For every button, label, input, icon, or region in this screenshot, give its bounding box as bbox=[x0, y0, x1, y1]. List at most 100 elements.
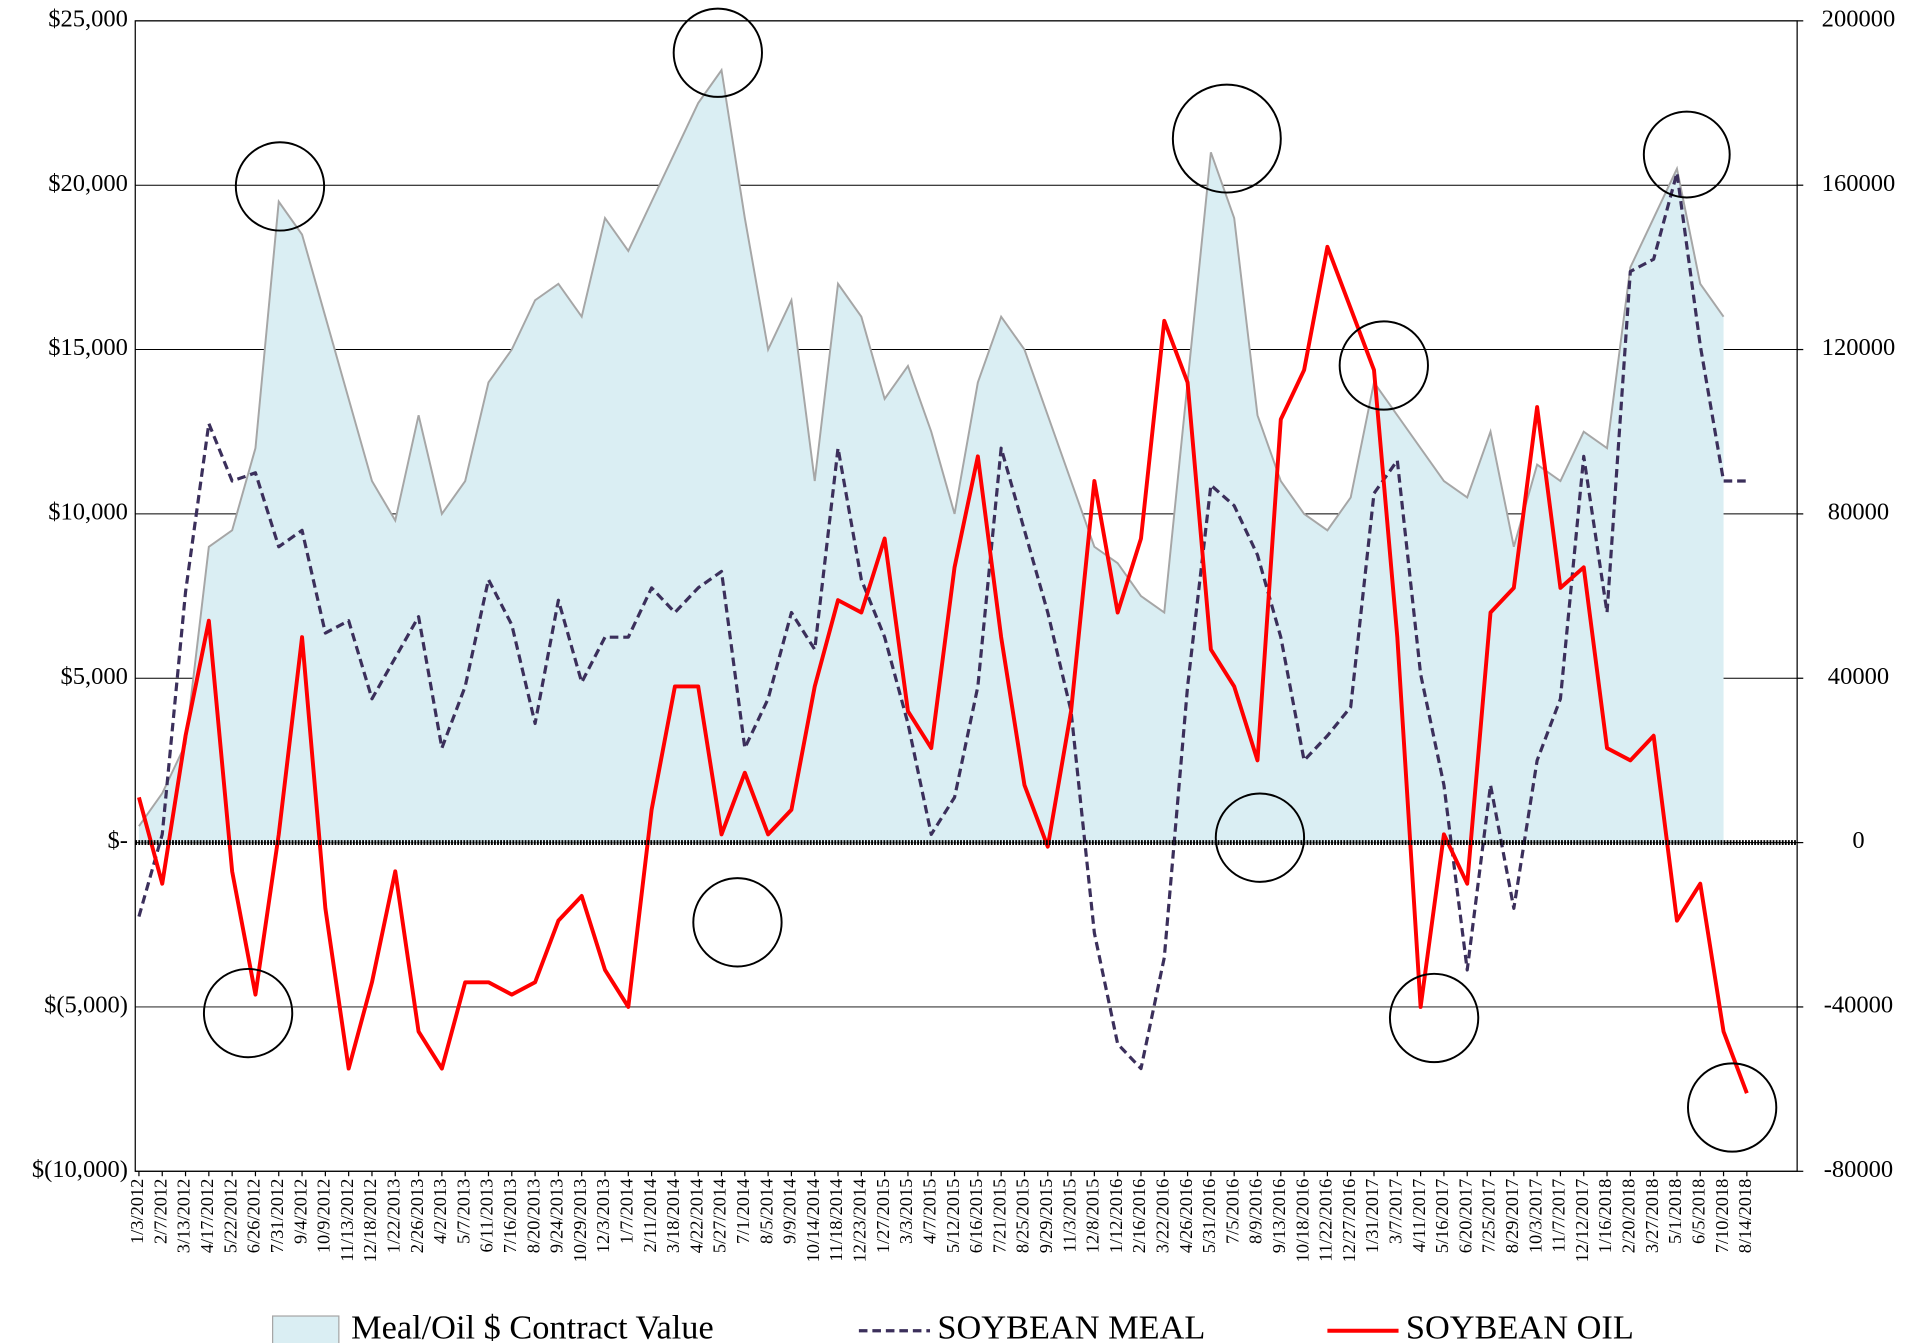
y2-tick-label: 80000 bbox=[1828, 499, 1889, 526]
x-tick-label: 4/7/2015 bbox=[919, 1179, 939, 1244]
x-tick-label: 5/27/2014 bbox=[710, 1179, 730, 1254]
x-tick-label: 1/22/2013 bbox=[383, 1179, 403, 1254]
x-tick-label: 12/12/2017 bbox=[1572, 1179, 1592, 1263]
x-tick-label: 5/12/2015 bbox=[943, 1179, 963, 1254]
x-tick-label: 8/20/2013 bbox=[523, 1179, 543, 1254]
x-tick-label: 11/3/2015 bbox=[1059, 1179, 1079, 1253]
x-tick-label: 7/21/2015 bbox=[989, 1179, 1009, 1254]
annotation-circle bbox=[1338, 320, 1429, 411]
y2-tick-label: 200000 bbox=[1822, 5, 1896, 32]
x-tick-label: 8/14/2018 bbox=[1735, 1179, 1755, 1254]
x-tick-label: 3/27/2018 bbox=[1642, 1179, 1662, 1254]
x-tick-label: 5/7/2013 bbox=[453, 1179, 473, 1244]
annotation-circle bbox=[202, 967, 294, 1059]
x-tick-label: 1/27/2015 bbox=[873, 1179, 893, 1254]
x-tick-label: 6/16/2015 bbox=[966, 1179, 986, 1254]
x-tick-label: 10/14/2014 bbox=[803, 1179, 823, 1263]
x-tick-label: 11/18/2014 bbox=[826, 1179, 846, 1262]
x-tick-label: 4/22/2014 bbox=[686, 1179, 706, 1254]
area bbox=[138, 70, 1724, 843]
x-tick-label: 2/26/2013 bbox=[407, 1179, 427, 1254]
y-tick-label: $5,000 bbox=[60, 663, 127, 690]
y2-tick-label: 160000 bbox=[1822, 170, 1896, 197]
annotation-circle bbox=[234, 141, 326, 232]
y-tick-label: $(5,000) bbox=[44, 992, 128, 1019]
y-tick-label: $(10,000) bbox=[32, 1156, 128, 1183]
y2-tick-label: 40000 bbox=[1828, 663, 1889, 690]
legend-label: Meal/Oil $ Contract Value bbox=[351, 1309, 714, 1343]
x-tick-label: 7/5/2016 bbox=[1222, 1179, 1242, 1244]
x-tick-label: 9/4/2012 bbox=[290, 1179, 310, 1244]
x-tick-label: 9/13/2016 bbox=[1269, 1179, 1289, 1254]
legend-label: SOYBEAN MEAL bbox=[937, 1309, 1205, 1343]
y-tick-label: $25,000 bbox=[48, 5, 128, 32]
y2-tick-label: 0 bbox=[1852, 827, 1864, 854]
annotation-circle bbox=[1388, 972, 1480, 1064]
x-tick-label: 10/3/2017 bbox=[1525, 1179, 1545, 1254]
x-tick-label: 9/24/2013 bbox=[547, 1179, 567, 1254]
x-tick-label: 7/16/2013 bbox=[500, 1179, 520, 1254]
annotation-circle bbox=[692, 877, 783, 968]
legend: Meal/Oil $ Contract Value SOYBEAN MEAL SOY… bbox=[272, 1309, 1634, 1343]
x-tick-label: 9/9/2014 bbox=[780, 1179, 800, 1244]
x-tick-label: 4/11/2017 bbox=[1409, 1179, 1429, 1253]
x-tick-label: 7/31/2012 bbox=[267, 1179, 287, 1254]
x-tick-label: 1/12/2016 bbox=[1106, 1179, 1126, 1254]
series-layer bbox=[137, 67, 1749, 1094]
annotation-circle bbox=[672, 7, 763, 98]
x-tick-label: 8/25/2015 bbox=[1013, 1179, 1033, 1254]
x-tick-label: 7/10/2018 bbox=[1712, 1179, 1732, 1254]
x-tick-label: 3/22/2016 bbox=[1152, 1179, 1172, 1254]
x-tick-label: 4/17/2012 bbox=[197, 1179, 217, 1254]
x-tick-label: 11/7/2017 bbox=[1549, 1179, 1569, 1253]
x-tick-label: 4/26/2016 bbox=[1176, 1179, 1196, 1254]
x-tick-label: 5/22/2012 bbox=[220, 1179, 240, 1254]
x-tick-label: 12/27/2016 bbox=[1339, 1179, 1359, 1263]
x-tick-label: 7/25/2017 bbox=[1479, 1179, 1499, 1254]
line bbox=[137, 244, 1749, 1094]
area-outline bbox=[138, 67, 1725, 827]
x-tick-label: 10/29/2013 bbox=[570, 1179, 590, 1263]
annotation-circle bbox=[1687, 1062, 1778, 1153]
x-tick-label: 12/3/2013 bbox=[593, 1179, 613, 1254]
x-tick-label: 2/20/2018 bbox=[1619, 1179, 1639, 1254]
x-tick-label: 11/13/2012 bbox=[337, 1179, 357, 1262]
x-tick-label: 3/7/2017 bbox=[1386, 1179, 1406, 1244]
x-tick-label: 10/18/2016 bbox=[1292, 1179, 1312, 1263]
y2-tick-label: 120000 bbox=[1822, 334, 1896, 361]
plot-area: $(10,000) $(5,000) $- $5,000 $10,000 $15,000 $… bbox=[32, 5, 1895, 1343]
x-tick-label: 8/9/2016 bbox=[1246, 1179, 1266, 1244]
x-tick-label: 5/16/2017 bbox=[1432, 1179, 1452, 1254]
x-tick-label: 12/8/2015 bbox=[1083, 1179, 1103, 1254]
x-tick-label: 5/1/2018 bbox=[1665, 1179, 1685, 1244]
x-tick-label: 1/3/2012 bbox=[127, 1179, 147, 1244]
x-tick-label: 1/7/2014 bbox=[617, 1179, 637, 1244]
x-tick-label: 9/29/2015 bbox=[1036, 1179, 1056, 1254]
x-tick-label: 12/18/2012 bbox=[360, 1179, 380, 1263]
x-tick-label: 8/5/2014 bbox=[756, 1179, 776, 1244]
x-tick-label: 1/16/2018 bbox=[1595, 1179, 1615, 1254]
y2-tick-label: -80000 bbox=[1824, 1156, 1893, 1183]
x-tick-label: 4/2/2013 bbox=[430, 1179, 450, 1244]
y-tick-label: $15,000 bbox=[48, 334, 128, 361]
y-tick-label: $10,000 bbox=[48, 499, 128, 526]
x-tick-label: 3/13/2012 bbox=[174, 1179, 194, 1254]
x-tick-label: 6/5/2018 bbox=[1688, 1179, 1708, 1244]
x-tick-label: 11/22/2016 bbox=[1316, 1179, 1336, 1262]
x-tick-label: 3/3/2015 bbox=[896, 1179, 916, 1244]
y-tick-label: $- bbox=[107, 827, 127, 854]
legend-swatch bbox=[272, 1315, 340, 1343]
x-tick-label: 6/11/2013 bbox=[477, 1179, 497, 1253]
y-tick-label: $20,000 bbox=[48, 170, 128, 197]
x-tick-label: 2/7/2012 bbox=[150, 1179, 170, 1244]
annotation-circle bbox=[1642, 110, 1731, 199]
x-tick-label: 2/16/2016 bbox=[1129, 1179, 1149, 1254]
x-tick-label: 3/18/2014 bbox=[663, 1179, 683, 1254]
legend-label: SOYBEAN OIL bbox=[1406, 1309, 1634, 1343]
annotation-circle bbox=[1214, 792, 1306, 883]
x-tick-label: 12/23/2014 bbox=[850, 1179, 870, 1263]
y2-tick-label: -40000 bbox=[1824, 992, 1893, 1019]
x-tick-label: 10/9/2012 bbox=[314, 1179, 334, 1254]
x-tick-label: 5/31/2016 bbox=[1199, 1179, 1219, 1254]
